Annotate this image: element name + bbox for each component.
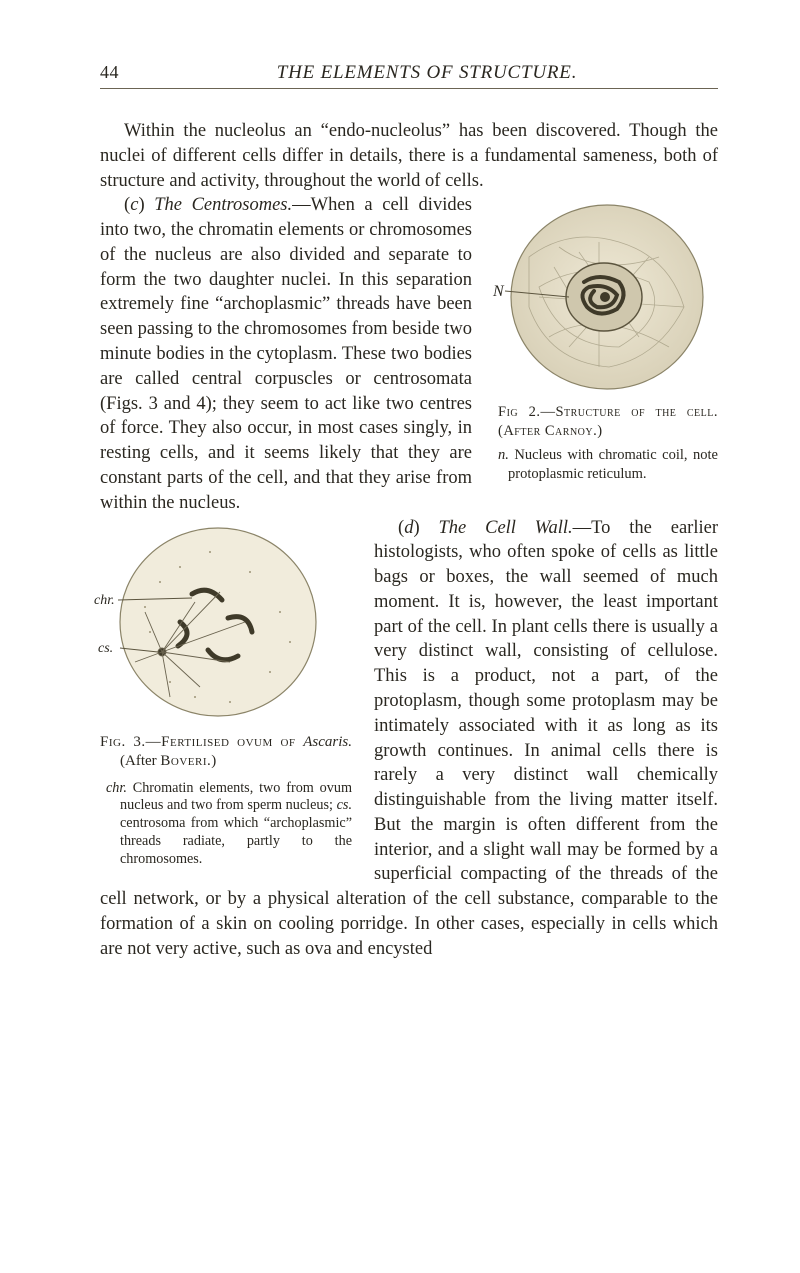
figure-3-svg: [100, 522, 320, 727]
running-head: 44 THE ELEMENTS OF STRUCTURE.: [100, 62, 718, 89]
para1-text: Within the nucleolus an “endo-nucleolus”…: [100, 121, 718, 191]
figure-2-svg: [499, 197, 709, 397]
figure-3-caption-main: Fig. 3.—Fertilised ovum of Ascaris. (Aft…: [100, 733, 352, 772]
figure-3-caption-lead: Fig. 3.—Fertilised ovum of: [100, 734, 303, 750]
figure-3-key-cs: centrosoma from which “archoplas­mic” th…: [120, 815, 352, 867]
figure-2-caption-n-text: Nucleus with chro­matic coil, note proto…: [508, 447, 718, 482]
figure-3: chr. cs.: [100, 522, 352, 869]
figure-2-caption-n: n. Nucleus with chro­matic coil, note pr…: [498, 446, 718, 483]
figure-3-key-chr-i: chr.: [106, 780, 127, 796]
figure-3-label-chr: chr.: [94, 592, 115, 611]
figure-3-label-cs: cs.: [98, 640, 113, 659]
figure-3-caption: Fig. 3.—Fertilised ovum of Ascaris. (Aft…: [100, 733, 352, 869]
figure-2-leader-N: N: [493, 281, 504, 302]
figure-2-caption-n-letter: n.: [498, 447, 509, 463]
figure-2-caption-lead: Fig 2.—Structure of the cell. (After: [498, 404, 718, 439]
figure-3-caption-key-line: chr. Chromatin elements, two from ovum n…: [106, 780, 352, 869]
para-d-title: The Cell Wall.: [439, 518, 573, 538]
figure-3-caption-main-line: Fig. 3.—Fertilised ovum of Ascaris. (Aft…: [100, 733, 352, 772]
figure-2: N: [490, 197, 718, 483]
para-c-text: —When a cell divides into two, the chrom…: [100, 195, 472, 512]
figure-3-caption-boveri: Boveri.: [160, 753, 211, 769]
figure-3-key-cs-i: cs.: [337, 797, 352, 813]
page-number: 44: [100, 62, 136, 83]
figure-2-caption-carnoy: Carnoy.: [545, 423, 597, 439]
running-title: THE ELEMENTS OF STRUCTURE.: [136, 62, 718, 84]
figure-3-caption-key: chr. Chromatin elements, two from ovum n…: [100, 780, 352, 869]
para-c-title: The Centrosomes.: [154, 195, 292, 215]
figure-2-illustration: N: [499, 197, 709, 397]
figure-3-caption-close: ): [211, 753, 216, 769]
figure-3-key-chr: Chromatin elements, two from ovum nucleu…: [120, 780, 352, 814]
para-c-close-paren: ): [138, 195, 154, 215]
paragraph-1: Within the nucleolus an “endo-nucleolus”…: [100, 119, 718, 193]
figure-3-caption-ascaris: Ascaris.: [303, 734, 352, 750]
body-text: Within the nucleolus an “endo-nucleolus”…: [100, 119, 718, 962]
figure-3-caption-after: (After: [120, 753, 160, 769]
para-d-close-paren: ): [413, 518, 438, 538]
figure-2-caption-close: ): [597, 423, 602, 439]
figure-3-illustration: chr. cs.: [100, 522, 320, 727]
page: 44 THE ELEMENTS OF STRUCTURE. Within the…: [0, 0, 800, 1273]
figure-2-caption: Fig 2.—Structure of the cell. (After Car…: [498, 403, 718, 483]
